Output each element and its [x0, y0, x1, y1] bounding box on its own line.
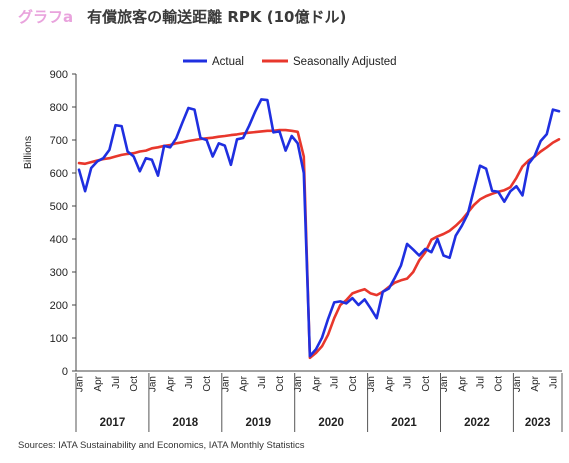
x-tick-label: Apr — [311, 375, 322, 391]
x-tick-label: Jul — [257, 376, 268, 389]
title-row: グラフa 有償旅客の輸送距離 RPK (10億ドル) — [18, 6, 346, 36]
y-tick-label: 700 — [50, 135, 68, 147]
x-tick-label: Jul — [184, 376, 195, 389]
x-tick-label: Jan — [147, 376, 158, 392]
year-label: 2019 — [245, 417, 271, 429]
y-axis-title: Billions — [22, 136, 34, 169]
y-tick-label: 800 — [50, 102, 68, 114]
x-tick-label: Oct — [494, 376, 505, 392]
x-tick-label: Apr — [384, 375, 395, 391]
x-tick-label: Jan — [512, 376, 523, 392]
x-tick-label: Jan — [75, 376, 86, 392]
x-tick-label: Jan — [439, 376, 450, 392]
x-tick-label: Apr — [239, 375, 250, 391]
year-label: 2023 — [525, 417, 551, 429]
x-tick-label: Apr — [166, 375, 177, 391]
y-axis: 0 100 200 300 400 500 600 700 800 900 Billions — [22, 69, 77, 378]
chart-title: 有償旅客の輸送距離 RPK (10億ドル) — [87, 8, 347, 26]
x-tick-label: Jan — [220, 376, 231, 392]
x-tick-label: Oct — [275, 376, 286, 392]
x-tick-label: Jan — [366, 376, 377, 392]
y-tick-label: 300 — [50, 267, 68, 279]
y-tick-label: 400 — [50, 234, 68, 246]
y-tick-label: 900 — [50, 69, 68, 81]
x-tick-label: Apr — [457, 375, 468, 391]
x-tick-label: Jan — [293, 376, 304, 392]
x-tick-label: Apr — [93, 375, 104, 391]
year-label: 2018 — [173, 417, 199, 429]
year-label: 2021 — [391, 417, 417, 429]
x-axis: Jan Apr Jul Oct Jan Apr Jul Oct Jan Apr Jul Oct Jan A… — [75, 370, 563, 432]
figure-label: グラフa — [18, 8, 74, 26]
year-label: 2017 — [100, 417, 126, 429]
x-tick-label: Jul — [403, 376, 414, 389]
line-chart: Actual Seasonally Adjusted 0 100 200 300 400 5… — [22, 56, 563, 432]
x-tick-label: Oct — [348, 376, 359, 392]
series-line-seasonally-adjusted — [77, 128, 561, 360]
x-tick-label: Jul — [548, 376, 559, 389]
x-tick-label: Jul — [330, 376, 341, 389]
x-tick-label: Jul — [475, 376, 486, 389]
chart-legend: Actual Seasonally Adjusted — [183, 56, 397, 68]
y-tick-label: 200 — [50, 300, 68, 312]
y-tick-label: 0 — [62, 366, 68, 378]
plot-lines — [77, 98, 561, 360]
legend-label-actual: Actual — [212, 56, 244, 68]
y-tick-label: 500 — [50, 201, 68, 213]
legend-label-seasonally-adjusted: Seasonally Adjusted — [293, 56, 397, 68]
x-tick-label: Oct — [129, 376, 140, 392]
x-tick-label: Jul — [111, 376, 122, 389]
y-tick-label: 100 — [50, 333, 68, 345]
series-line-actual — [77, 98, 561, 358]
source-note: Sources: IATA Sustainability and Economi… — [18, 440, 305, 451]
y-tick-label: 600 — [50, 168, 68, 180]
x-tick-label: Oct — [202, 376, 213, 392]
x-tick-label: Apr — [530, 375, 541, 391]
year-label: 2022 — [464, 417, 490, 429]
x-tick-label: Oct — [421, 376, 432, 392]
year-label: 2020 — [318, 417, 344, 429]
